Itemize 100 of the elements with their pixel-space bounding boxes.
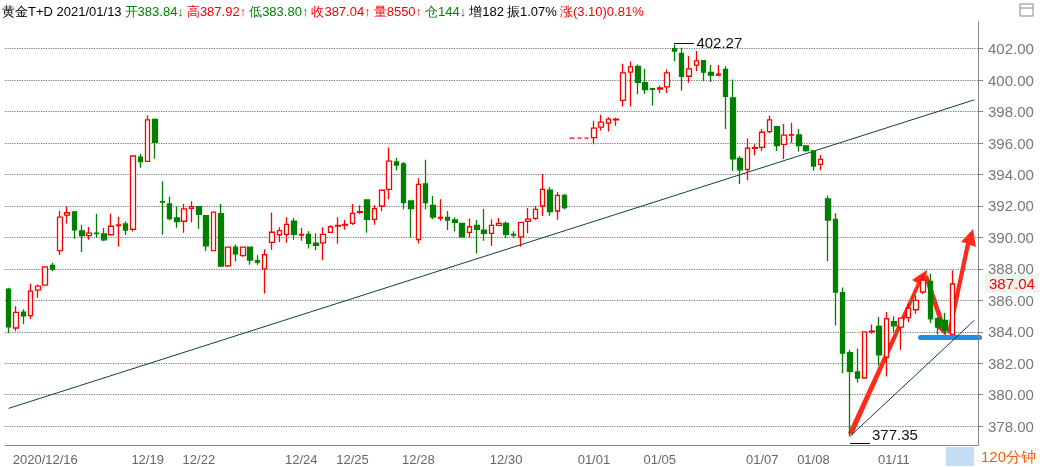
- y-tick-label: 396.00: [988, 134, 1034, 152]
- candlestick: [393, 157, 400, 172]
- candlestick: [385, 146, 393, 200]
- candlestick: [422, 159, 429, 210]
- candlestick: [27, 283, 34, 320]
- candlestick: [700, 59, 707, 82]
- candlestick: [949, 269, 956, 336]
- candlestick: [137, 153, 144, 169]
- candlestick: [129, 155, 137, 233]
- candlestick: [159, 180, 166, 236]
- candlestick: [839, 286, 846, 374]
- candlestick: [627, 60, 634, 108]
- candlestick: [546, 186, 554, 217]
- candlestick: [905, 302, 912, 323]
- candlestick: [180, 203, 188, 234]
- candlestick: [327, 224, 334, 234]
- candlestick: [451, 216, 459, 232]
- text: 高387.92↑: [186, 4, 247, 19]
- candlestick: [232, 243, 239, 262]
- candlestick: [693, 50, 700, 72]
- candlestick: [63, 205, 71, 225]
- candlestick: [817, 154, 824, 171]
- candlestick: [502, 220, 510, 239]
- candlestick: [290, 217, 298, 241]
- x-tick-label: 01/01: [577, 452, 611, 467]
- chart-title: 黄金T+D 2021/01/13: [2, 4, 122, 19]
- candlestick: [224, 245, 232, 268]
- text: 收387.04↑: [311, 4, 371, 19]
- candlestick: [41, 265, 49, 287]
- candlestick: [363, 199, 371, 234]
- candlestick: [766, 115, 773, 134]
- candlestick: [875, 316, 883, 367]
- candlestick: [12, 305, 20, 332]
- candlestick: [261, 248, 268, 295]
- candlestick: [780, 123, 788, 160]
- text: 涨(3.10)0.81%: [559, 4, 644, 19]
- candlestick: [919, 274, 927, 295]
- x-tick-label: 12/25: [336, 452, 369, 467]
- annotation: 402.27: [696, 34, 743, 52]
- candlestick: [868, 323, 876, 335]
- y-tick-label: 402.00: [988, 40, 1034, 58]
- text: 120分钟: [981, 448, 1037, 467]
- candlestick: [722, 65, 729, 130]
- candlestick: [707, 64, 715, 83]
- candlestick: [276, 226, 283, 243]
- candlestick: [78, 224, 86, 253]
- candlestick: [539, 173, 546, 217]
- candlestick: [34, 283, 42, 299]
- candlestick: [619, 63, 627, 108]
- candlestick: [371, 204, 378, 226]
- candlestick: [151, 117, 159, 160]
- text: 低383.80↑: [249, 4, 309, 19]
- candlestick: [268, 211, 276, 251]
- candlestick: [883, 311, 890, 378]
- candlestick: [217, 203, 225, 267]
- candlestick: [854, 347, 861, 384]
- candlestick: [517, 221, 525, 248]
- candlestick: [458, 222, 466, 239]
- candlestick: [202, 215, 210, 252]
- text: 仓144↓: [425, 4, 467, 19]
- text: 振1.07%: [507, 4, 557, 19]
- candlestick: [605, 116, 612, 133]
- candlestick: [561, 193, 568, 211]
- candlestick: [429, 195, 437, 220]
- annotation: 377.35: [871, 426, 918, 444]
- candlestick: [890, 315, 898, 334]
- candlestick: [349, 203, 356, 226]
- candlestick: [524, 207, 532, 234]
- y-tick-label: 400.00: [988, 71, 1034, 89]
- x-tick-label: 12/28: [402, 452, 435, 467]
- x-tick-label: 12/30: [489, 452, 523, 467]
- x-tick-label: 12/22: [182, 452, 216, 467]
- candlestick: [912, 294, 920, 315]
- text: 开383.84↓: [124, 4, 184, 19]
- text: 387.04: [985, 273, 1039, 293]
- candlestick: [488, 218, 495, 247]
- x-tick-label: 01/08: [797, 452, 830, 467]
- x-tick-label: 01/05: [643, 452, 677, 467]
- candlestick: [49, 262, 56, 272]
- candlestick: [144, 114, 151, 162]
- candlestick: [107, 213, 115, 237]
- candlestick: [671, 43, 678, 62]
- candlestick: [356, 204, 364, 215]
- y-tick-label: 386.00: [988, 291, 1034, 309]
- candlestick: [254, 254, 261, 266]
- candlestick: [246, 245, 254, 266]
- candlestick: [93, 213, 100, 239]
- y-tick-label: 392.00: [988, 197, 1034, 215]
- candlestick: [283, 216, 290, 244]
- candlestick: [56, 210, 64, 256]
- candlestick: [122, 220, 129, 236]
- candlestick: [927, 272, 934, 324]
- candlestick: [20, 308, 27, 325]
- y-tick-label: 380.00: [988, 386, 1034, 404]
- candlestick: [861, 331, 868, 379]
- candlestick: [173, 205, 181, 229]
- candlestick: [407, 200, 415, 239]
- candlestick: [188, 200, 195, 223]
- candlestick: [773, 125, 781, 152]
- x-tick-label: 2020/12/16: [12, 452, 78, 467]
